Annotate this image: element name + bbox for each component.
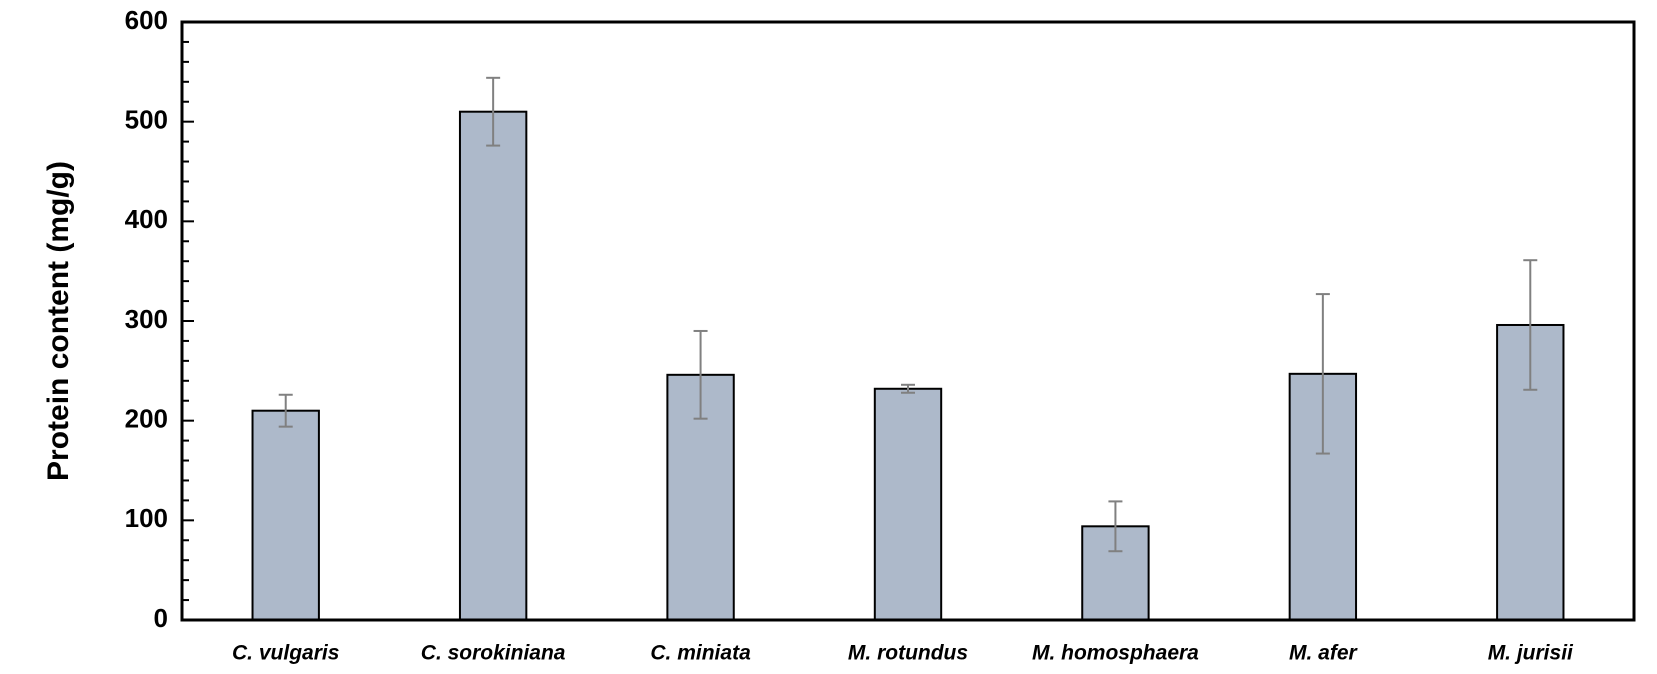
y-tick-label: 300 xyxy=(125,304,168,334)
x-tick-label: M. afer xyxy=(1289,642,1359,665)
error-bar xyxy=(693,329,708,420)
error-bar xyxy=(1315,293,1330,455)
x-tick-label: M. rotundus xyxy=(848,642,968,665)
plot-frame xyxy=(180,20,1636,622)
x-tick-label: M. jurisii xyxy=(1488,642,1574,665)
y-tick-label: 600 xyxy=(125,5,168,35)
y-tick-label: 100 xyxy=(125,503,168,533)
x-tick-label: C. vulgaris xyxy=(232,642,339,665)
error-bar xyxy=(1523,259,1538,391)
bar xyxy=(251,409,320,622)
y-axis-label: Protein content (mg/g) xyxy=(42,161,75,481)
y-tick-label: 500 xyxy=(125,105,168,135)
error-bar xyxy=(1108,500,1123,553)
x-tick-label: M. homosphaera xyxy=(1032,642,1199,665)
bar xyxy=(873,387,943,622)
y-tick-label: 200 xyxy=(125,404,168,434)
x-tick-label: C. miniata xyxy=(650,642,751,665)
bar xyxy=(458,110,528,621)
error-bar xyxy=(486,76,501,147)
error-bar xyxy=(901,383,915,394)
error-bar xyxy=(278,393,293,428)
y-tick-label: 0 xyxy=(154,603,168,633)
x-tick-label: C. sorokiniana xyxy=(421,642,566,665)
y-tick-label: 400 xyxy=(125,204,168,234)
